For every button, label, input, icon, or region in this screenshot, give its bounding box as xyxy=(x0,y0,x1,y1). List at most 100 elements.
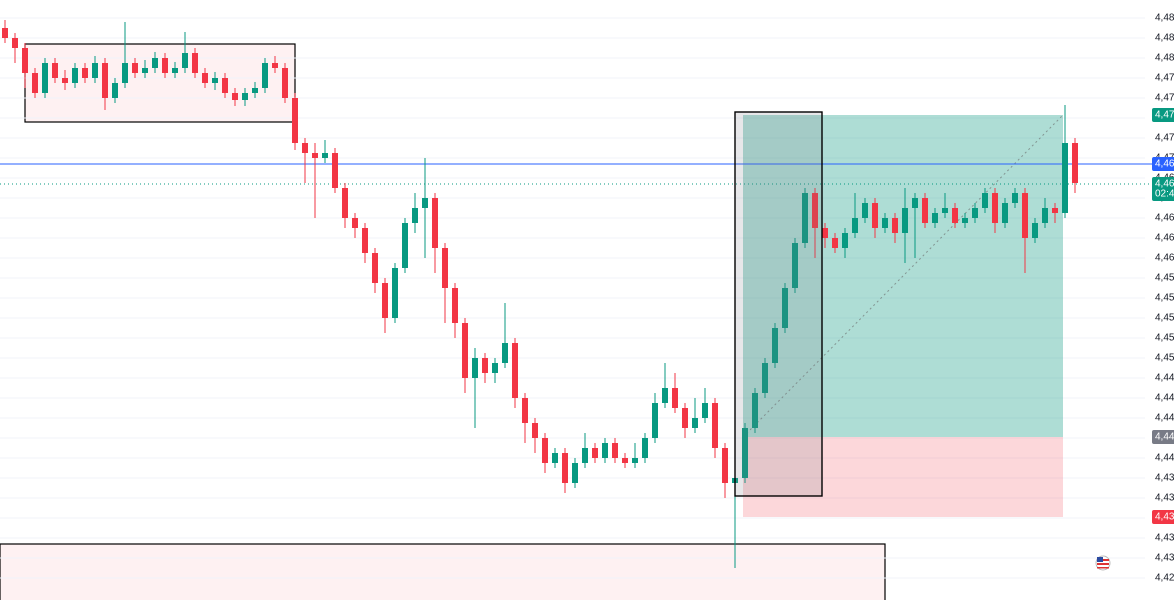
candle-body xyxy=(332,153,338,188)
candle-body xyxy=(282,68,288,98)
y-tick-label: 4,454 xyxy=(1155,313,1174,324)
candle-body xyxy=(402,223,408,268)
y-tick-label: 4,482 xyxy=(1155,33,1174,44)
candle-body xyxy=(372,253,378,283)
candle-body xyxy=(992,193,998,223)
candle-body xyxy=(902,208,908,233)
candle-body xyxy=(502,343,508,363)
price-tag-label: 4,442 xyxy=(1155,432,1174,443)
price-tag xyxy=(1152,108,1174,122)
candle-body xyxy=(822,228,828,238)
candle-body xyxy=(92,63,98,78)
candle-body xyxy=(702,403,708,418)
price-tag-label: 4,474 xyxy=(1155,110,1174,121)
y-tick-label: 4,456 xyxy=(1155,293,1174,304)
candle-body xyxy=(142,68,148,73)
candle-body xyxy=(2,28,8,38)
candle-body xyxy=(962,218,968,223)
y-tick-label: 4,464 xyxy=(1155,213,1174,224)
candle-body xyxy=(82,68,88,78)
candle-body xyxy=(862,203,868,218)
y-tick-label: 4,440 xyxy=(1155,453,1174,464)
price-tag xyxy=(1152,157,1174,171)
candle-body xyxy=(112,83,118,98)
y-tick-label: 4,436 xyxy=(1155,493,1174,504)
candle-body xyxy=(882,218,888,228)
zone-box xyxy=(0,543,886,600)
candle-body xyxy=(532,423,538,438)
candle-body xyxy=(72,68,78,83)
y-tick-label: 4,476 xyxy=(1155,93,1174,104)
price-tag xyxy=(1152,510,1174,524)
range-box xyxy=(24,43,296,123)
candle-body xyxy=(442,248,448,288)
candle-body xyxy=(522,398,528,423)
y-tick-label: 4,484 xyxy=(1155,13,1174,24)
candle-body xyxy=(812,193,818,228)
candle-body xyxy=(62,78,68,83)
candle-body xyxy=(172,68,178,73)
y-tick-label: 4,460 xyxy=(1155,253,1174,264)
candle-body xyxy=(572,463,578,483)
y-tick-label: 4,432 xyxy=(1155,533,1174,544)
candle-body xyxy=(722,448,728,483)
candle-body xyxy=(52,63,58,78)
candle-body xyxy=(582,448,588,463)
candle-body xyxy=(432,198,438,248)
candle-body xyxy=(392,268,398,318)
candle-body xyxy=(552,453,558,463)
candle-body xyxy=(892,218,898,233)
y-tick-label: 4,478 xyxy=(1155,73,1174,84)
candle-body xyxy=(252,88,258,93)
price-tag-label: 4,434 xyxy=(1155,512,1174,523)
candle-body xyxy=(662,388,668,403)
y-tick-label: 4,444 xyxy=(1155,413,1174,424)
candle-body xyxy=(472,358,478,378)
candle-body xyxy=(362,228,368,253)
y-tick-label: 4,450 xyxy=(1155,353,1174,364)
y-tick-label: 4,430 xyxy=(1155,553,1174,564)
candle-body xyxy=(1032,223,1038,238)
candle-body xyxy=(162,58,168,73)
candle-body xyxy=(272,63,278,68)
candle-body xyxy=(202,73,208,83)
candle-body xyxy=(322,153,328,158)
candle-body xyxy=(1052,208,1058,213)
price-tag-label: 4,467 xyxy=(1155,179,1174,190)
y-tick-label: 4,448 xyxy=(1155,373,1174,384)
candle-body xyxy=(772,328,778,363)
candle-body xyxy=(632,458,638,463)
price-tag-label: 4,469 xyxy=(1155,159,1174,170)
candle-body xyxy=(512,343,518,398)
loss-zone xyxy=(743,437,1063,517)
candle-body xyxy=(952,208,958,223)
candle-body xyxy=(612,443,618,458)
candle-body xyxy=(1042,208,1048,223)
candle-body xyxy=(592,448,598,458)
y-tick-label: 4,458 xyxy=(1155,273,1174,284)
y-tick-label: 4,452 xyxy=(1155,333,1174,344)
candle-body xyxy=(762,363,768,393)
candle-body xyxy=(912,198,918,208)
candle-body xyxy=(482,358,488,373)
candle-body xyxy=(192,53,198,73)
candle-body xyxy=(682,408,688,428)
candle-body xyxy=(422,198,428,208)
countdown-label: 02:4 xyxy=(1155,189,1174,200)
y-tick-label: 4,480 xyxy=(1155,53,1174,64)
candle-body xyxy=(342,188,348,218)
candle-body xyxy=(742,428,748,478)
candle-body xyxy=(842,233,848,248)
candle-body xyxy=(872,203,878,228)
candle-body xyxy=(312,153,318,158)
candle-body xyxy=(1002,203,1008,223)
candle-body xyxy=(712,403,718,448)
candle-body xyxy=(642,438,648,458)
y-tick-label: 4,472 xyxy=(1155,133,1174,144)
candle-body xyxy=(352,218,358,228)
price-tag xyxy=(1152,430,1174,444)
candle-body xyxy=(492,363,498,373)
candle-body xyxy=(1012,193,1018,203)
